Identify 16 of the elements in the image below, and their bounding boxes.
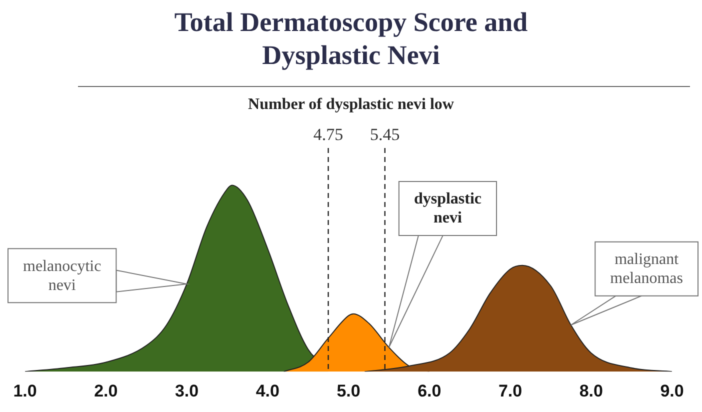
x-tick-label: 3.0 (174, 381, 199, 400)
x-tick-label: 8.0 (579, 381, 603, 400)
x-tick-label: 6.0 (418, 381, 442, 400)
text: malignant melanomas (610, 251, 684, 288)
x-tick-label: 5.0 (336, 381, 360, 400)
ref-line-label: 4.75 (313, 124, 344, 144)
ref-line-label: 5.45 (370, 124, 400, 144)
x-tick-label: 7.0 (498, 381, 522, 400)
x-tick-label: 1.0 (13, 381, 37, 400)
chart-title: Total Dermatoscopy Score and Dysplastic Nevi (173, 6, 529, 72)
x-tick-label: 9.0 (660, 381, 684, 400)
text: melanocytic nevi (23, 258, 102, 294)
x-tick-label: 4.0 (256, 381, 280, 400)
chart-subtitle: Number of dysplastic nevi low (247, 96, 455, 114)
x-tick-label: 2.0 (94, 381, 118, 400)
text: dysplastic nevi (414, 190, 482, 227)
